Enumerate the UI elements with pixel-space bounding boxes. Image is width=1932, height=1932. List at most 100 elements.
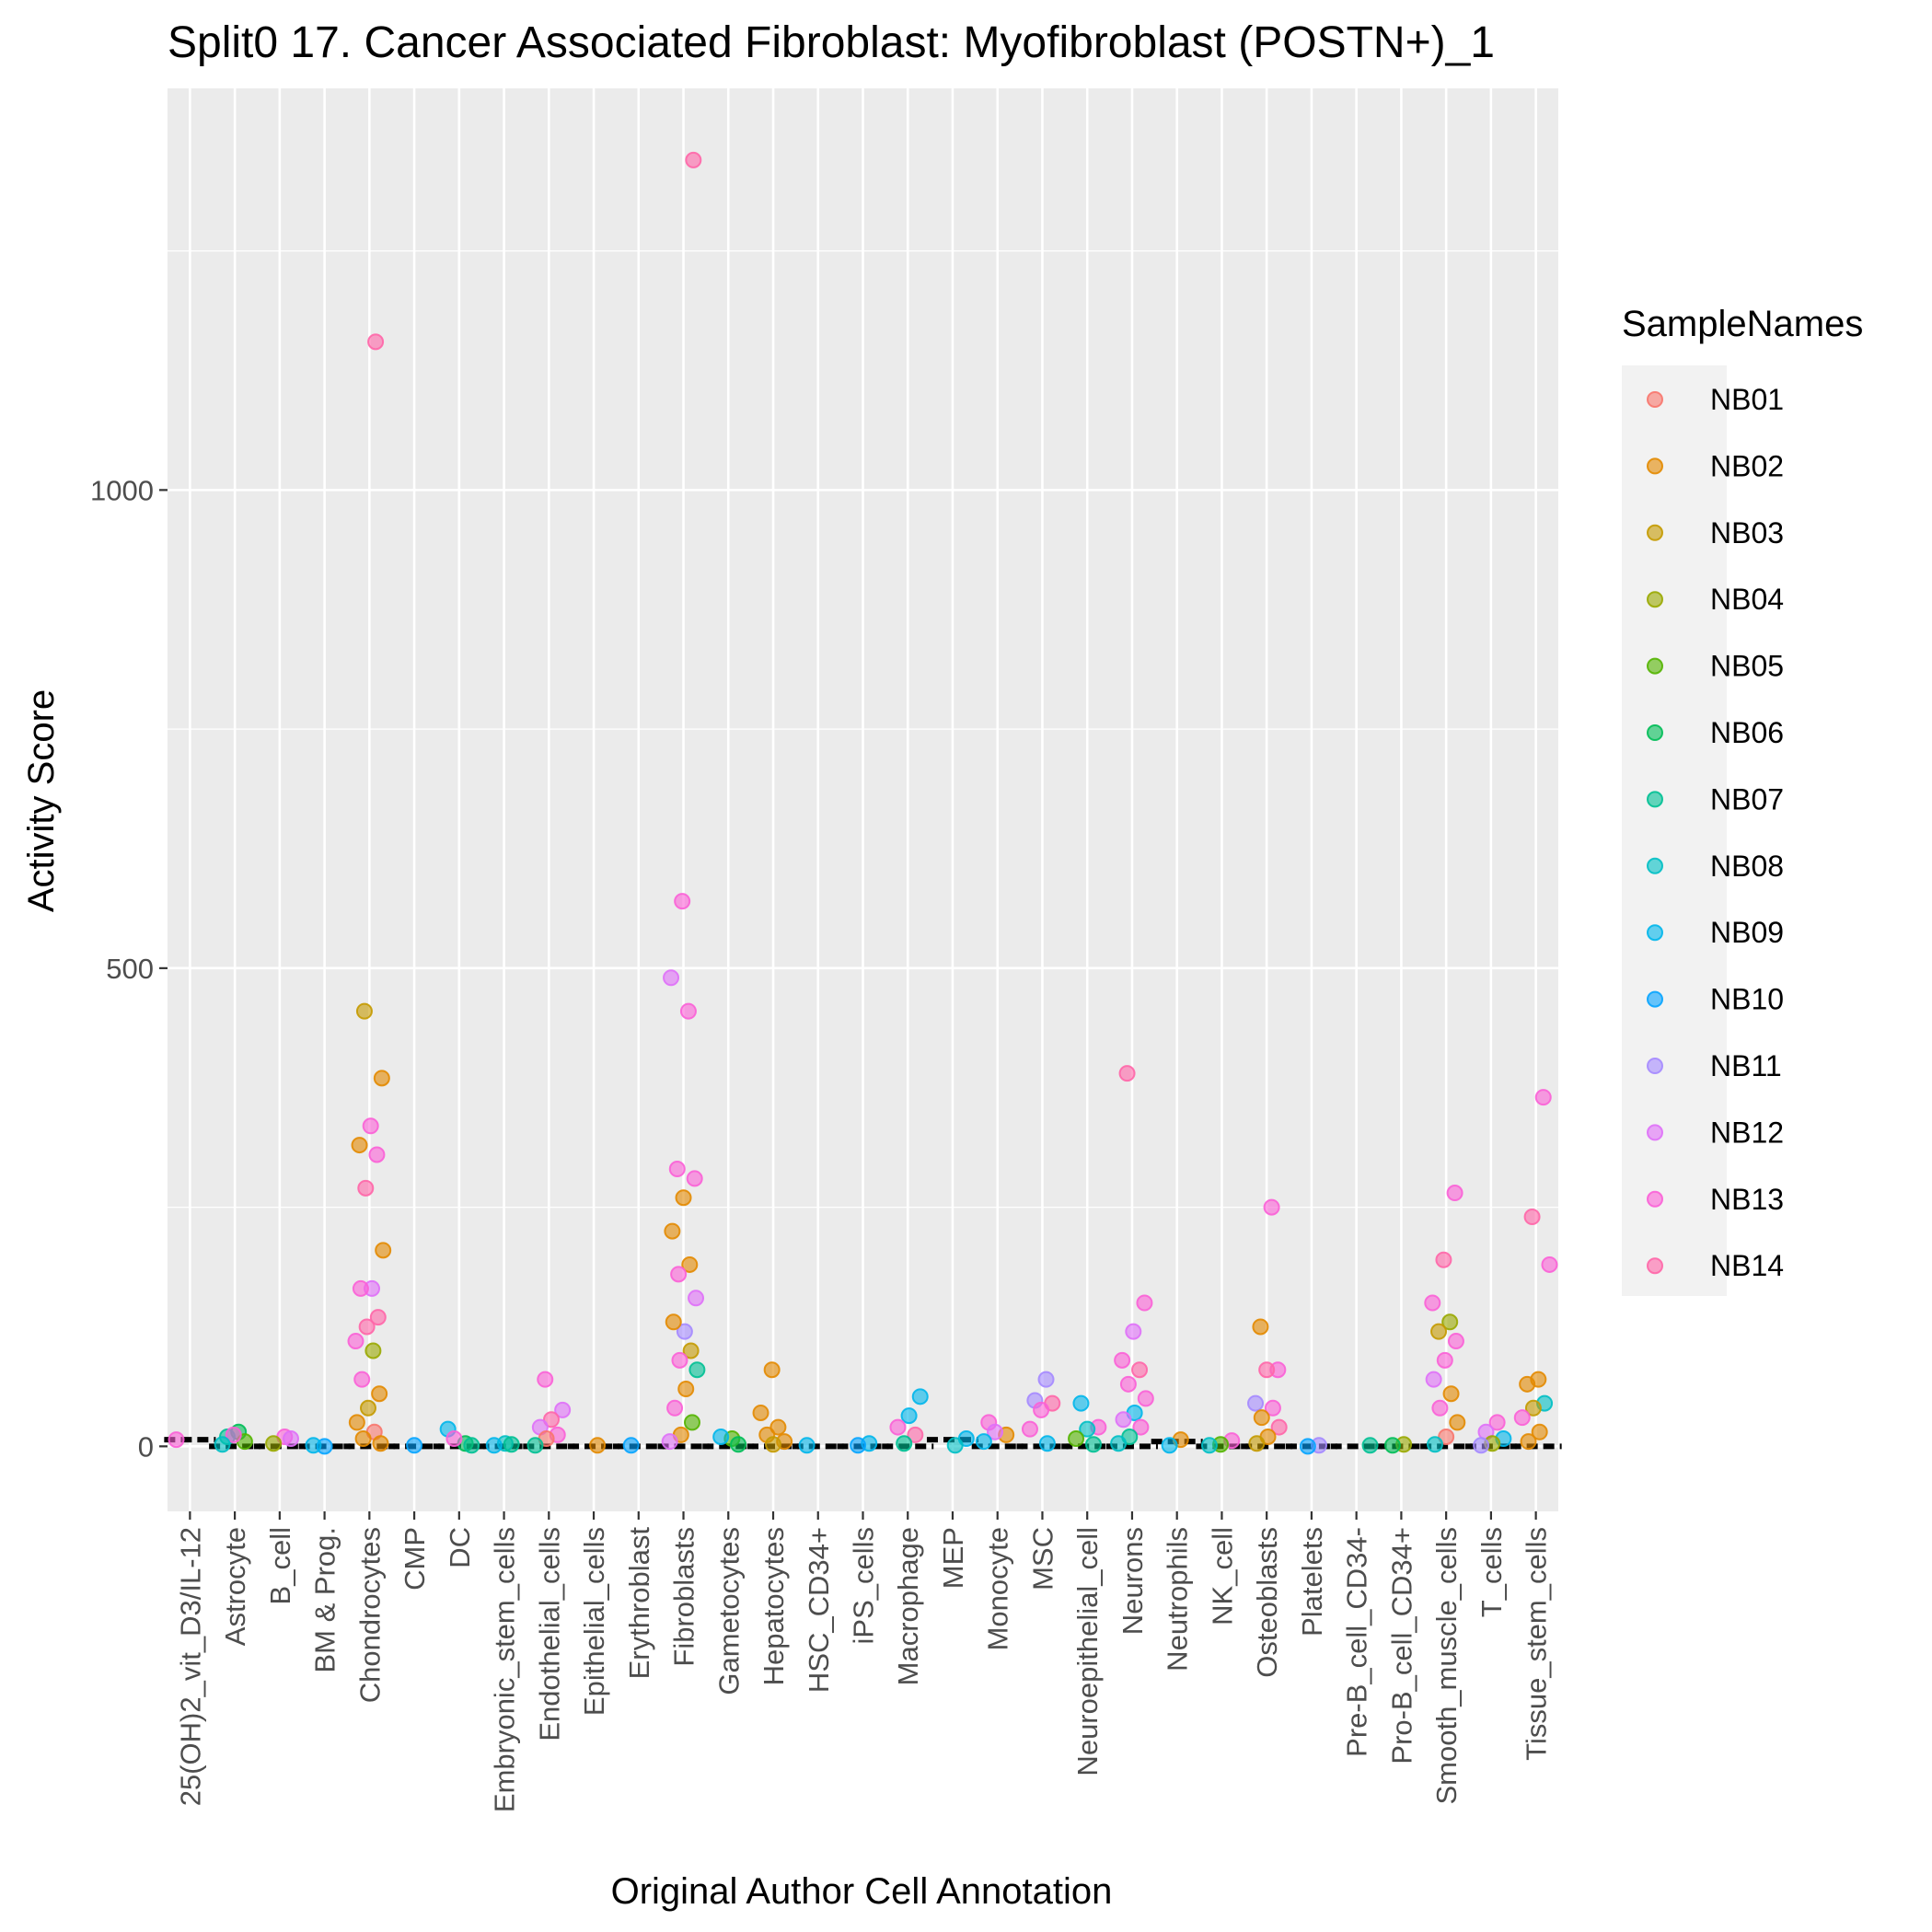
data-point	[1435, 1251, 1452, 1268]
y-axis-title: Activity Score	[21, 689, 62, 912]
legend-label: NB07	[1710, 782, 1784, 816]
data-point	[1541, 1255, 1558, 1273]
data-point	[375, 1242, 392, 1259]
data-point	[543, 1411, 561, 1429]
data-point	[1513, 1409, 1531, 1427]
x-axis-title: Original Author Cell Annotation	[611, 1871, 1113, 1912]
x-tick-label: Fibroblasts	[668, 1527, 700, 1667]
x-tick-label: NK_cell	[1206, 1527, 1238, 1625]
data-point	[1200, 1437, 1218, 1454]
data-point	[685, 151, 702, 168]
data-point	[1299, 1438, 1316, 1455]
data-point	[1258, 1361, 1276, 1379]
data-point	[1253, 1409, 1270, 1427]
data-point	[987, 1423, 1004, 1440]
data-point	[1446, 1185, 1463, 1202]
data-point	[676, 1323, 693, 1340]
x-tick-label: Pro-B_cell_CD34+	[1385, 1527, 1417, 1764]
legend-key	[1647, 524, 1663, 541]
legend-key	[1647, 657, 1663, 675]
data-point	[1449, 1414, 1466, 1431]
data-point	[763, 1361, 781, 1379]
data-point	[364, 1342, 382, 1359]
data-point	[664, 1222, 681, 1240]
data-point	[1132, 1418, 1150, 1436]
x-axis: 25(OH)2_vit_D3/IL-12 Astrocyte B_cell BM & …	[174, 1511, 1553, 1812]
x-tick-label: Platelets	[1296, 1527, 1328, 1637]
x-tick-label: CMP	[399, 1527, 431, 1591]
x-tick-label: Osteoblasts	[1251, 1527, 1283, 1678]
data-point	[1524, 1399, 1542, 1417]
y-axis: 0 500 1000	[90, 474, 168, 1463]
data-point	[712, 1428, 730, 1445]
y-tick-label: 0	[138, 1430, 154, 1463]
x-tick-label: Chondrocytes	[353, 1527, 386, 1703]
legend-key	[1647, 924, 1663, 942]
data-point	[1038, 1435, 1056, 1452]
chart-title: Split0 17. Cancer Associated Fibroblast:…	[168, 18, 1495, 67]
legend-label: NB14	[1710, 1249, 1784, 1282]
data-point	[347, 1333, 364, 1350]
data-point	[355, 1002, 373, 1020]
data-point	[1033, 1401, 1050, 1418]
data-point	[668, 1161, 686, 1178]
data-point	[1125, 1323, 1142, 1340]
x-tick-label: Astrocyte	[219, 1527, 251, 1646]
data-point	[406, 1437, 423, 1454]
data-point	[850, 1437, 867, 1454]
data-point	[445, 1430, 463, 1448]
x-tick-label: Erythroblast	[623, 1527, 655, 1680]
data-point	[1264, 1399, 1281, 1417]
data-point	[353, 1371, 371, 1388]
legend-label: NB05	[1710, 650, 1784, 683]
x-tick-label: Hepatocytes	[758, 1527, 790, 1685]
x-tick-label: Macrophage	[892, 1527, 924, 1685]
legend-key	[1647, 990, 1663, 1008]
legend: SampleNames NB01 NB02 NB03 NB04 NB05 NB06 NB07…	[1622, 304, 1863, 1296]
data-point	[1441, 1313, 1459, 1331]
data-point	[1534, 1089, 1552, 1106]
data-point	[1068, 1430, 1085, 1448]
legend-key	[1647, 724, 1663, 741]
y-tick-label: 1000	[90, 474, 154, 506]
x-tick-label: Pre-B_cell_CD34-	[1341, 1527, 1373, 1757]
data-point	[688, 1361, 706, 1379]
x-tick-label: Epithelial_cells	[578, 1527, 610, 1716]
x-tick-label: Smooth_muscle_cells	[1430, 1527, 1463, 1805]
x-tick-label: Embryonic_stem_cells	[489, 1527, 521, 1812]
data-point	[526, 1437, 544, 1454]
data-point	[352, 1279, 369, 1297]
data-point	[907, 1426, 924, 1443]
legend-label: NB12	[1710, 1116, 1784, 1149]
x-tick-label: Neutrophils	[1162, 1527, 1194, 1672]
legend-label: NB09	[1710, 916, 1784, 949]
data-point	[1438, 1428, 1455, 1445]
legend-key	[1647, 857, 1663, 874]
legend-label: NB08	[1710, 850, 1784, 883]
data-point	[1110, 1435, 1128, 1452]
data-point	[681, 1255, 699, 1273]
data-point	[463, 1437, 480, 1454]
data-point	[1473, 1437, 1490, 1454]
data-point	[1131, 1361, 1149, 1379]
grid-lines	[168, 88, 1558, 1511]
data-point	[765, 1436, 782, 1453]
data-point	[663, 969, 680, 987]
legend-title: SampleNames	[1622, 304, 1863, 344]
data-point	[677, 1381, 695, 1398]
x-tick-label: MEP	[937, 1527, 969, 1589]
data-point	[371, 1385, 388, 1403]
legend-key	[1647, 457, 1663, 475]
data-point	[537, 1371, 554, 1388]
legend-key-background	[1622, 365, 1727, 1296]
data-point	[348, 1414, 365, 1431]
data-point	[1523, 1208, 1541, 1225]
data-point	[622, 1437, 640, 1454]
data-point	[503, 1436, 520, 1453]
data-point	[485, 1437, 503, 1454]
data-point	[1119, 1375, 1137, 1393]
data-point	[666, 1399, 684, 1417]
data-point	[554, 1401, 572, 1418]
data-point	[1430, 1323, 1448, 1340]
legend-key	[1647, 1190, 1663, 1208]
